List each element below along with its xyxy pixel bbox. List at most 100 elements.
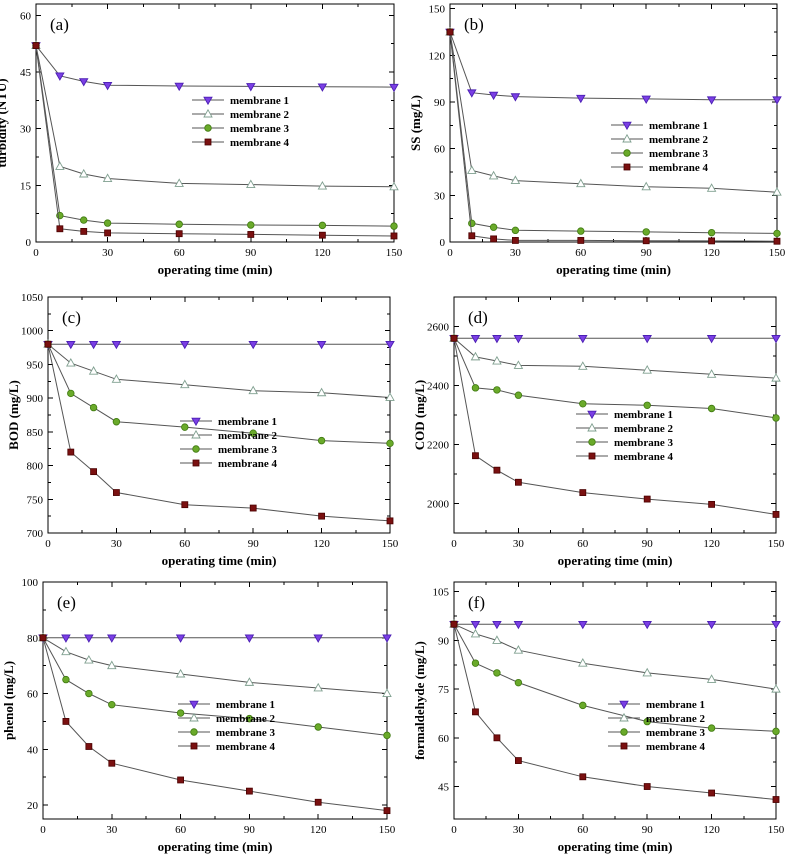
legend-marker: [191, 417, 201, 427]
data-point: [577, 237, 585, 244]
data-point: [771, 372, 781, 382]
data-point: [450, 620, 458, 628]
series-line: [35, 45, 395, 237]
data-point: [643, 495, 651, 503]
data-point: [576, 94, 586, 104]
data-point: [111, 340, 122, 350]
series-line: [449, 31, 778, 193]
y-tick-label: 700: [27, 528, 44, 540]
legend-marker: [204, 138, 212, 146]
data-point: [244, 634, 255, 643]
data-point: [468, 232, 476, 240]
data-point: [313, 682, 323, 692]
legend-marker: [190, 728, 198, 736]
data-point: [386, 517, 394, 525]
plot-frame: [453, 581, 777, 820]
data-point: [84, 654, 94, 664]
series-1: [31, 42, 399, 93]
y-tick-label: 1000: [21, 326, 44, 338]
y-tick-label: 60: [438, 733, 450, 745]
legend-marker: [587, 422, 597, 432]
panel-label: (a): [50, 15, 69, 34]
legend-label: membrane 4: [649, 162, 708, 174]
data-point: [771, 335, 781, 344]
data-point: [470, 351, 481, 361]
x-tick-label: 120: [703, 538, 720, 550]
chart-panel-6: 0 30 60 90 120 150 45 60 75 90 105 operating time (…: [412, 581, 785, 854]
x-tick-label: 90: [244, 824, 256, 836]
data-point: [488, 91, 499, 101]
y-tick-label: 15: [20, 180, 32, 192]
x-tick-label: 90: [642, 538, 654, 550]
data-point: [318, 221, 327, 230]
data-point: [467, 89, 477, 98]
series-line: [453, 623, 777, 732]
x-axis-title: operating time (min): [162, 553, 277, 568]
plot-frame: [47, 296, 391, 534]
y-tick-label: 1050: [21, 292, 44, 304]
series-line: [35, 45, 395, 88]
data-point: [578, 620, 588, 630]
x-axis-title: operating time (min): [556, 262, 671, 277]
data-point: [389, 83, 399, 93]
data-point: [514, 678, 523, 687]
data-point: [245, 714, 254, 723]
x-tick-label: 0: [451, 824, 457, 836]
data-point: [492, 635, 502, 644]
data-point: [385, 392, 395, 401]
data-point: [706, 620, 717, 630]
y-tick-label: 100: [22, 577, 39, 589]
series-line: [449, 31, 778, 234]
x-tick-label: 0: [447, 247, 453, 259]
legend: membrane 1 membrane 2 membrane 3 membrane 4: [192, 95, 289, 149]
legend-label: membrane 3: [230, 123, 289, 135]
data-point: [113, 489, 120, 496]
data-point: [62, 675, 70, 684]
legend-label: membrane 1: [649, 120, 708, 132]
series-4: [450, 334, 780, 518]
y-tick-label: 2000: [427, 499, 450, 511]
data-point: [174, 178, 184, 187]
data-point: [579, 773, 587, 781]
series-line: [47, 343, 391, 444]
legend-label: membrane 3: [218, 444, 277, 456]
legend-label: membrane 2: [216, 713, 275, 725]
x-tick-label: 0: [45, 538, 51, 550]
data-point: [578, 658, 588, 667]
x-tick-label: 90: [641, 247, 653, 259]
data-point: [385, 340, 395, 350]
y-tick-label: 2400: [427, 381, 450, 393]
series-line: [453, 337, 777, 379]
data-point: [316, 340, 327, 350]
data-point: [177, 776, 185, 784]
panel-label: (c): [62, 308, 81, 327]
y-tick-label: 60: [20, 10, 32, 22]
data-point: [642, 228, 650, 236]
data-point: [112, 418, 121, 426]
legend: membrane 1 membrane 2 membrane 3 membrane 4: [178, 699, 275, 753]
y-tick-label: 80: [27, 633, 39, 645]
data-point: [39, 634, 47, 642]
plot-frame: [42, 581, 388, 820]
data-point: [78, 78, 89, 87]
data-point: [313, 634, 323, 643]
series-3: [39, 634, 391, 740]
legend-label: membrane 3: [649, 148, 708, 160]
y-tick-label: 950: [27, 359, 44, 371]
legend-marker: [203, 96, 213, 106]
plot-frame: [35, 3, 395, 243]
y-tick-label: 900: [27, 393, 44, 405]
data-point: [317, 436, 326, 445]
legend-marker: [619, 700, 629, 710]
series-line: [453, 624, 777, 800]
data-point: [492, 620, 502, 630]
data-point: [383, 807, 391, 815]
series-4: [39, 634, 391, 815]
data-point: [61, 634, 71, 643]
series-4: [32, 42, 398, 240]
series-2: [38, 632, 392, 697]
data-point: [510, 93, 521, 102]
y-tick-label: 105: [433, 587, 450, 599]
legend-label: membrane 3: [216, 727, 275, 739]
x-tick-label: 90: [642, 824, 654, 836]
